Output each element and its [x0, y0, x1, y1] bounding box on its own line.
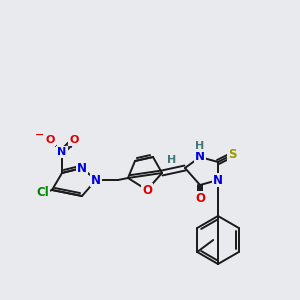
Text: N: N — [77, 161, 87, 175]
Text: H: H — [195, 141, 205, 151]
Text: Cl: Cl — [37, 185, 50, 199]
Text: N: N — [91, 173, 101, 187]
Text: N: N — [195, 151, 205, 164]
Text: H: H — [167, 155, 177, 165]
Text: N: N — [57, 147, 67, 157]
Text: O: O — [142, 184, 152, 196]
Text: O: O — [195, 191, 205, 205]
Text: −: − — [35, 130, 45, 140]
Text: O: O — [69, 135, 79, 145]
Text: O: O — [45, 135, 55, 145]
Text: S: S — [228, 148, 236, 161]
Text: N: N — [213, 173, 223, 187]
Text: +: + — [67, 140, 75, 150]
